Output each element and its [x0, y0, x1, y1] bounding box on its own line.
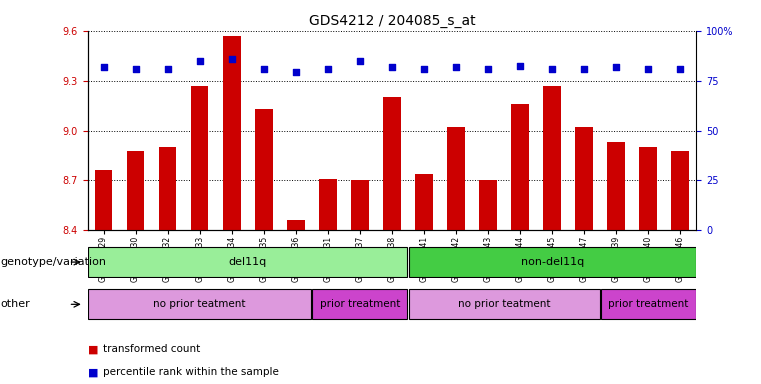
Text: no prior teatment: no prior teatment [154, 299, 246, 310]
Point [610, 64, 622, 70]
Bar [159, 147, 177, 230]
Text: prior treatment: prior treatment [320, 299, 400, 310]
Point [514, 63, 526, 69]
Point [258, 66, 270, 72]
Bar [351, 180, 368, 230]
Bar [601, 289, 696, 319]
Text: percentile rank within the sample: percentile rank within the sample [103, 367, 279, 377]
Bar [94, 170, 113, 230]
Text: no prior teatment: no prior teatment [458, 299, 550, 310]
Point [450, 64, 462, 70]
Text: transformed count: transformed count [103, 344, 200, 354]
Point [418, 66, 430, 72]
Point [546, 66, 559, 72]
Bar [287, 220, 304, 230]
Bar [255, 109, 272, 230]
Point [97, 64, 110, 70]
Point [674, 66, 686, 72]
Bar [127, 151, 145, 230]
Point [354, 58, 366, 64]
Point [322, 66, 334, 72]
Bar [223, 36, 240, 230]
Bar [607, 142, 625, 230]
Bar [409, 247, 696, 277]
Bar [383, 97, 401, 230]
Point [161, 66, 174, 72]
Point [482, 66, 494, 72]
Bar [191, 86, 209, 230]
Bar [319, 179, 336, 230]
Text: ■: ■ [88, 367, 98, 377]
Text: other: other [1, 299, 30, 310]
Bar [409, 289, 600, 319]
Bar [313, 289, 407, 319]
Bar [88, 289, 311, 319]
Text: ■: ■ [88, 344, 98, 354]
Title: GDS4212 / 204085_s_at: GDS4212 / 204085_s_at [309, 14, 475, 28]
Point [193, 58, 205, 64]
Bar [671, 151, 689, 230]
Bar [543, 86, 561, 230]
Bar [511, 104, 529, 230]
Point [290, 69, 302, 75]
Text: prior treatment: prior treatment [608, 299, 689, 310]
Bar [479, 180, 497, 230]
Bar [416, 174, 433, 230]
Bar [639, 147, 657, 230]
Text: genotype/variation: genotype/variation [1, 257, 107, 267]
Point [225, 56, 237, 62]
Bar [575, 127, 593, 230]
Point [386, 64, 398, 70]
Point [129, 66, 142, 72]
Point [642, 66, 654, 72]
Text: del11q: del11q [228, 257, 267, 267]
Bar [447, 127, 465, 230]
Point [578, 66, 591, 72]
Bar [88, 247, 407, 277]
Text: non-del11q: non-del11q [521, 257, 584, 267]
